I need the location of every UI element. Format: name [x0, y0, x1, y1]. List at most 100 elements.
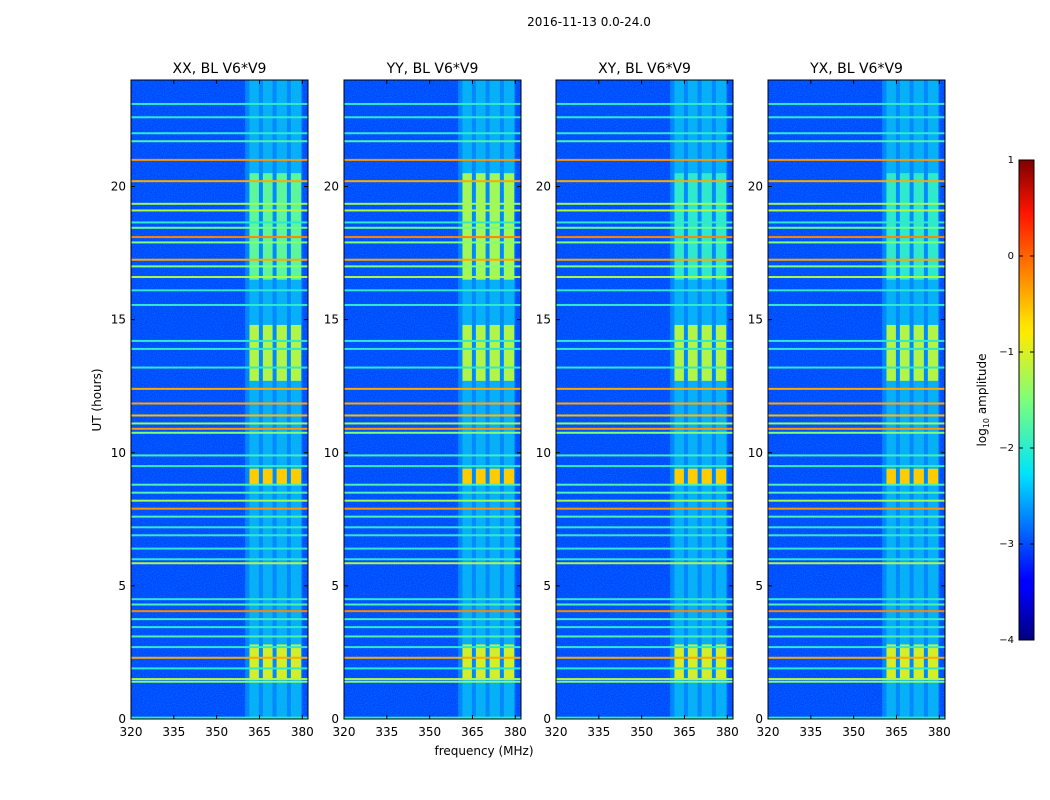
rfi-line-30 — [556, 491, 733, 494]
rfi-line-43 — [768, 626, 945, 629]
rfi-line-26 — [131, 431, 308, 434]
rfi-line-33 — [556, 515, 733, 518]
y-tick-label: 10 — [536, 446, 551, 460]
signal-burst-2-ch4 — [715, 468, 727, 485]
signal-burst-4-ch2 — [899, 173, 910, 280]
rfi-line-7 — [131, 202, 308, 205]
y-tick-label: 20 — [748, 180, 763, 194]
rfi-line-19 — [556, 347, 733, 350]
rfi-line-25 — [556, 427, 733, 430]
rfi-line-40 — [768, 603, 945, 606]
rfi-line-36 — [556, 547, 733, 550]
rfi-line-48 — [556, 678, 733, 681]
signal-burst-1-ch1 — [674, 644, 684, 680]
rfi-line-43 — [131, 626, 308, 629]
rfi-line-15 — [344, 276, 521, 279]
x-tick-label: 365 — [248, 725, 271, 739]
colorbar-tick-label: 1 — [1008, 155, 1014, 166]
signal-burst-4-ch4 — [503, 173, 515, 280]
rfi-line-29 — [556, 483, 733, 486]
rfi-line-43 — [344, 626, 521, 629]
rfi-line-8 — [768, 209, 945, 212]
rfi-line-28 — [768, 465, 945, 468]
rfi-line-28 — [556, 465, 733, 468]
signal-channel-3 — [701, 80, 712, 719]
rfi-line-41 — [556, 610, 733, 613]
signal-burst-4-ch3 — [489, 173, 500, 280]
rfi-line-40 — [556, 603, 733, 606]
rfi-line-4 — [131, 140, 308, 143]
rfi-line-15 — [556, 276, 733, 279]
rfi-line-24 — [131, 422, 308, 425]
rfi-line-29 — [344, 483, 521, 486]
rfi-line-39 — [131, 598, 308, 601]
rfi-line-15 — [131, 276, 308, 279]
y-tick-label: 10 — [748, 446, 763, 460]
signal-channel-4 — [503, 80, 515, 719]
x-tick-label: 380 — [291, 725, 314, 739]
signal-burst-1-ch1 — [462, 644, 472, 680]
rfi-line-5 — [131, 158, 308, 161]
rfi-line-14 — [131, 265, 308, 268]
rfi-line-14 — [768, 265, 945, 268]
rfi-line-1 — [556, 102, 733, 105]
signal-channel-3 — [276, 80, 287, 719]
rfi-line-46 — [131, 656, 308, 659]
rfi-line-21 — [768, 387, 945, 390]
signal-channel-1 — [462, 80, 472, 719]
signal-channel-1 — [249, 80, 259, 719]
x-tick-label: 335 — [799, 725, 822, 739]
x-tick-label: 380 — [716, 725, 739, 739]
rfi-line-36 — [344, 547, 521, 550]
rfi-line-6 — [556, 180, 733, 183]
rfi-line-35 — [131, 534, 308, 537]
panel-title: YX, BL V6*V9 — [809, 61, 903, 77]
rfi-line-29 — [768, 483, 945, 486]
colorbar-label-subscript: 10 — [982, 418, 991, 428]
rfi-line-7 — [556, 202, 733, 205]
rfi-line-47 — [768, 667, 945, 670]
rfi-line-37 — [131, 558, 308, 561]
rfi-line-23 — [131, 414, 308, 417]
panel-frame — [555, 79, 734, 720]
rfi-line-36 — [768, 547, 945, 550]
colorbar: 10−1−2−3−4 log10 amplitude — [975, 155, 1035, 646]
rfi-line-20 — [344, 366, 521, 369]
rfi-line-38 — [556, 562, 733, 565]
rfi-line-46 — [768, 656, 945, 659]
y-tick-label: 5 — [543, 579, 551, 593]
signal-burst-2-ch1 — [462, 468, 472, 485]
rfi-line-19 — [344, 347, 521, 350]
y-tick-label: 20 — [324, 180, 339, 194]
panel-xy: 320 335 350 365 380 0 5 10 15 20 XY, BL V6*V9 — [536, 61, 739, 739]
signal-burst-1-ch2 — [899, 644, 910, 680]
colorbar-label: log10 amplitude — [975, 354, 991, 447]
signal-burst-2-ch4 — [503, 468, 515, 485]
rfi-line-39 — [768, 598, 945, 601]
signal-burst-2-ch3 — [489, 468, 500, 485]
rfi-line-5 — [344, 158, 521, 161]
signal-burst-3-ch2 — [899, 324, 910, 381]
rfi-line-10 — [131, 226, 308, 229]
rfi-line-3 — [131, 132, 308, 135]
rfi-line-8 — [344, 209, 521, 212]
signal-burst-4-ch2 — [687, 173, 698, 280]
rfi-line-49 — [131, 680, 308, 683]
rfi-line-44 — [768, 635, 945, 638]
rfi-line-5 — [768, 158, 945, 161]
panel-title: XY, BL V6*V9 — [598, 61, 691, 77]
signal-burst-4-ch1 — [674, 173, 684, 280]
y-tick-label: 0 — [118, 712, 126, 726]
rfi-line-11 — [131, 236, 308, 239]
rfi-line-21 — [344, 387, 521, 390]
rfi-line-14 — [556, 265, 733, 268]
signal-burst-3-ch2 — [262, 324, 273, 381]
colorbar-tick-label: 0 — [1008, 251, 1014, 262]
rfi-line-48 — [131, 678, 308, 681]
signal-burst-2-ch4 — [927, 468, 939, 485]
signal-burst-3-ch1 — [462, 324, 472, 381]
rfi-line-21 — [131, 387, 308, 390]
x-tick-label: 380 — [928, 725, 951, 739]
rfi-line-18 — [768, 339, 945, 342]
rfi-line-49 — [768, 680, 945, 683]
